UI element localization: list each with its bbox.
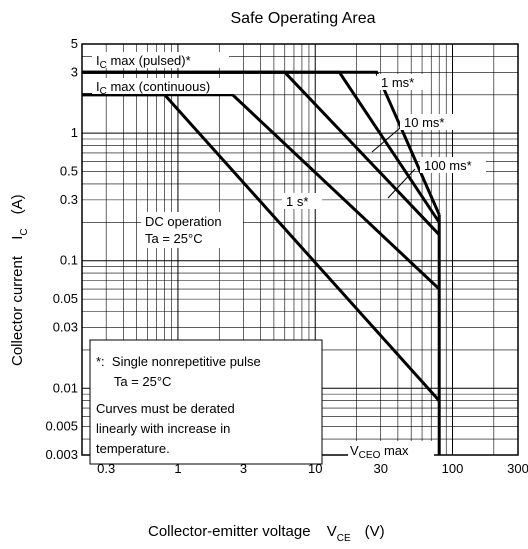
- series-line: [82, 93, 441, 402]
- x-axis-title: Collector-emitter voltage VCE (V): [148, 523, 385, 544]
- note-box: *: Single nonrepetitive pulse Ta = 25°C …: [89, 339, 323, 465]
- y-tick-label: 0.03: [53, 319, 78, 334]
- series-line: [82, 70, 441, 236]
- label-100ms: 100 ms*: [424, 158, 472, 173]
- chart-title: Safe Operating Area: [231, 10, 376, 27]
- label-1ms: 1 ms*: [381, 75, 414, 90]
- dc-operation-label: DC operation: [145, 214, 222, 229]
- note-line-4: linearly with increase in: [96, 421, 230, 436]
- y-tick-label: 1: [71, 125, 78, 140]
- annotations: IC max (pulsed)* IC max (continuous) 1 m…: [92, 52, 486, 461]
- note-line-3: Curves must be derated: [96, 401, 235, 416]
- vceo-max-label: VCEO max: [350, 443, 409, 461]
- ic-max-pulsed-label: IC max (pulsed)*: [96, 53, 191, 71]
- series-group: [82, 70, 441, 455]
- y-tick-label: 0.3: [60, 192, 78, 207]
- x-tick-labels: 0.3 1 3 10 30 100 300: [97, 461, 528, 476]
- arrow-10ms: [371, 127, 401, 153]
- y-tick-label: 0.1: [60, 253, 78, 268]
- x-tick-label: 1: [174, 461, 181, 476]
- label-1s: 1 s*: [286, 194, 308, 209]
- y-tick-label: 0.003: [45, 447, 78, 462]
- x-tick-label: 300: [507, 461, 528, 476]
- x-tick-label: 3: [240, 461, 247, 476]
- y-tick-label: 0.05: [53, 291, 78, 306]
- y-tick-labels: 5 3 1 0.5 0.3 0.1 0.05 0.03 0.01 0.005 0.003: [45, 36, 78, 462]
- y-tick-label: 0.01: [53, 380, 78, 395]
- ic-max-continuous-label: IC max (continuous): [96, 79, 210, 97]
- x-tick-label: 100: [442, 461, 464, 476]
- arrow-100ms: [387, 168, 416, 199]
- note-line-2: Ta = 25°C: [96, 374, 171, 389]
- note-line-1: *: Single nonrepetitive pulse: [96, 354, 261, 369]
- note-line-5: temperature.: [96, 441, 170, 456]
- y-tick-label: 0.5: [60, 164, 78, 179]
- y-axis-title: Collector current IC(A): [9, 194, 30, 366]
- dc-temperature-label: Ta = 25°C: [145, 231, 203, 246]
- curve-pointer-arrows: [371, 127, 416, 199]
- y-tick-label: 5: [71, 36, 78, 51]
- label-10ms: 10 ms*: [404, 115, 444, 130]
- x-tick-label: 10: [308, 461, 322, 476]
- x-tick-label: 0.3: [97, 461, 115, 476]
- y-tick-label: 0.005: [45, 419, 78, 434]
- x-tick-label: 30: [373, 461, 387, 476]
- y-tick-label: 3: [71, 64, 78, 79]
